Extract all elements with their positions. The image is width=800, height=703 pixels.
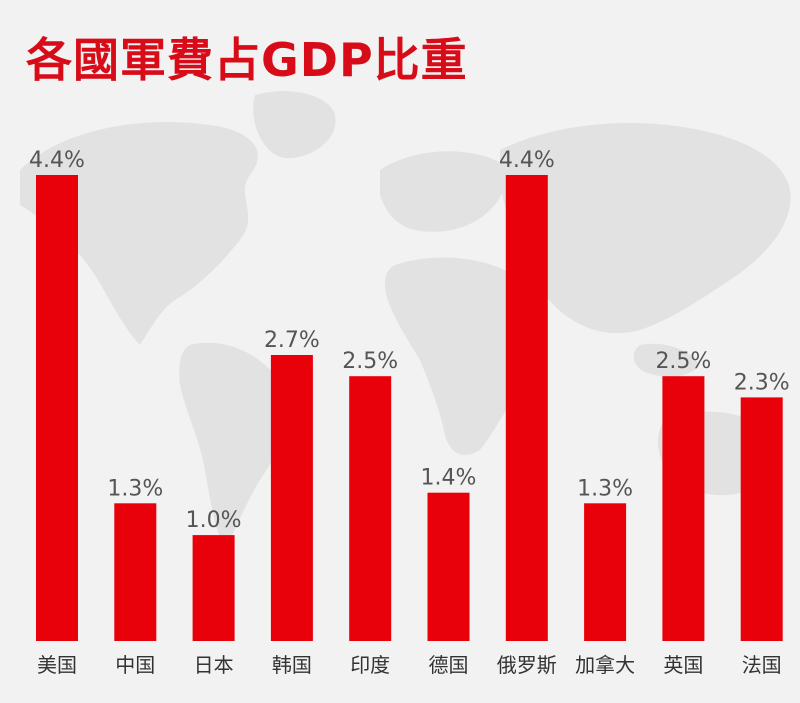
category-label-9: 法国 xyxy=(742,653,782,677)
category-label-7: 加拿大 xyxy=(575,653,635,677)
value-label-5: 1.4% xyxy=(421,466,477,491)
category-label-8: 英国 xyxy=(663,653,703,677)
bars-layer xyxy=(36,175,783,641)
category-labels-layer: 美国 中国 日本 韩国 印度 德国 俄罗斯 加拿大 英国 法国 xyxy=(37,653,782,677)
bar-4 xyxy=(349,376,392,641)
bar-9 xyxy=(740,397,783,641)
value-label-8: 2.5% xyxy=(655,349,711,374)
value-label-7: 1.3% xyxy=(577,476,633,501)
bar-0 xyxy=(36,175,78,641)
category-label-1: 中国 xyxy=(115,653,155,677)
value-label-1: 1.3% xyxy=(107,476,163,501)
bar-1 xyxy=(114,503,157,641)
category-label-4: 印度 xyxy=(350,653,390,677)
value-labels-layer: 4.4% 1.3% 1.0% 2.7% 2.5% 1.4% 4.4% 1.3% 2.5% 2.3% xyxy=(29,148,790,533)
category-label-6: 俄罗斯 xyxy=(497,653,557,677)
bar-5 xyxy=(427,492,470,641)
bar-6 xyxy=(505,175,548,641)
value-label-0: 4.4% xyxy=(29,148,85,173)
value-label-2: 1.0% xyxy=(186,508,242,533)
bar-8 xyxy=(662,376,705,641)
bar-3 xyxy=(270,355,313,641)
category-label-0: 美国 xyxy=(37,653,77,677)
category-label-3: 韩国 xyxy=(272,653,312,677)
category-label-2: 日本 xyxy=(194,653,234,677)
bar-2 xyxy=(192,535,235,641)
value-label-3: 2.7% xyxy=(264,328,320,353)
value-label-4: 2.5% xyxy=(342,349,398,374)
category-label-5: 德国 xyxy=(429,653,469,677)
bar-7 xyxy=(584,503,627,641)
value-label-9: 2.3% xyxy=(734,370,790,395)
value-label-6: 4.4% xyxy=(499,148,555,173)
chart-title: 各國軍費占GDP比重 xyxy=(26,33,468,87)
